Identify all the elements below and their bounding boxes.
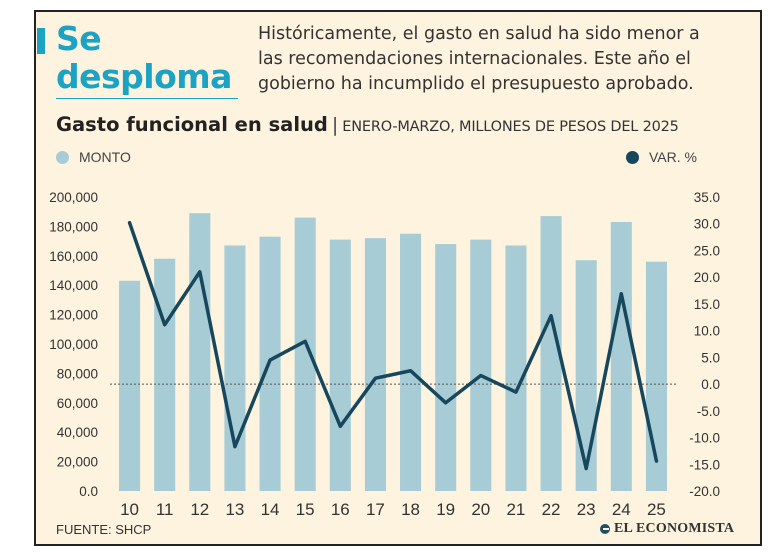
x-tick: 18 [401,500,420,519]
y-left-tick: 180,000 [49,219,98,234]
publisher-logo: EL ECONOMISTA [600,521,734,537]
x-tick: 17 [366,500,385,519]
y-right-tick: 20.0 [694,270,720,285]
logo-icon [600,524,610,534]
y-left-tick: 40,000 [57,425,98,440]
x-tick: 25 [647,500,666,519]
y-right-tick: 35.0 [694,190,720,205]
bar-17 [364,238,386,491]
variation-line [127,220,659,471]
y-left-tick: 60,000 [57,396,98,411]
y-right-tick: 0.0 [701,377,720,392]
bar-19 [435,244,457,491]
title-separator: | [331,114,339,136]
y-left-tick: 160,000 [49,249,98,264]
x-tick: 11 [156,500,174,519]
headline-line-2: desploma [56,57,232,96]
x-tick: 19 [436,500,455,519]
bar-24 [610,221,632,492]
chart-subtitle: ENERO-MARZO, MILLONES DE PESOS DEL 2025 [342,119,679,135]
headline-line-1: Se [56,19,102,58]
logo-text: EL ECONOMISTA [614,521,735,536]
y-left-tick: 20,000 [57,455,98,470]
legend-bars-swatch [56,150,69,164]
y-right-tick: 30.0 [694,217,720,232]
bar-15 [294,217,316,491]
legend-bars-label: MONTO [79,149,131,165]
y-right-tick: 25.0 [694,243,720,258]
chart-title: Gasto funcional en salud [56,113,328,136]
bar-20 [470,239,492,491]
legend-line-label: VAR. % [649,149,697,165]
y-left-tick: 0.0 [79,484,98,499]
source-note: FUENTE: SHCP [56,522,152,537]
y-right-tick: 15.0 [694,297,720,312]
x-tick: 23 [577,500,596,519]
intro-text: Históricamente, el gasto en salud ha sid… [258,24,700,94]
x-tick: 12 [190,500,209,519]
legend-line-swatch [626,150,639,164]
x-tick: 16 [331,500,350,519]
bar-16 [329,239,351,491]
x-tick: 14 [261,500,280,519]
x-tick: 10 [120,500,139,519]
bar-18 [400,233,422,491]
y-right-tick: -5.0 [697,404,720,419]
chart: 0.0 20,000 40,000 60,000 80,000 100,000 120,00… [49,190,720,519]
y-right-tick: 10.0 [694,324,720,339]
x-tick: 15 [296,500,315,519]
x-tick: 20 [471,500,490,519]
y-left-tick: 200,000 [49,190,98,205]
x-tick: 21 [506,500,525,519]
legend-line: VAR. % [626,149,697,165]
bar-11 [154,258,176,491]
bar-23 [575,260,597,491]
headline-rule [56,98,238,99]
y-right-tick: 5.0 [701,350,720,365]
y-left-tick: 140,000 [49,278,98,293]
y-left-tick: 120,000 [49,308,98,323]
y-right-tick: -10.0 [689,431,720,446]
chart-heading: Gasto funcional en salud | ENERO-MARZO, MI… [56,113,756,136]
bar-21 [505,245,527,491]
y-right-tick: -15.0 [689,457,720,472]
bar-13 [224,245,246,491]
bar-10 [119,280,141,491]
x-tick: 24 [612,500,631,519]
y-left-tick: 100,000 [49,337,98,352]
legend-bars: MONTO [56,149,131,165]
bar-22 [540,216,562,492]
headline: Se desploma [56,20,246,96]
x-tick: 13 [225,500,244,519]
bar-12 [189,213,211,492]
y-right-tick: -20.0 [689,484,720,499]
y-left-tick: 80,000 [57,366,98,381]
accent-bar [37,28,45,54]
x-tick: 22 [542,500,561,519]
